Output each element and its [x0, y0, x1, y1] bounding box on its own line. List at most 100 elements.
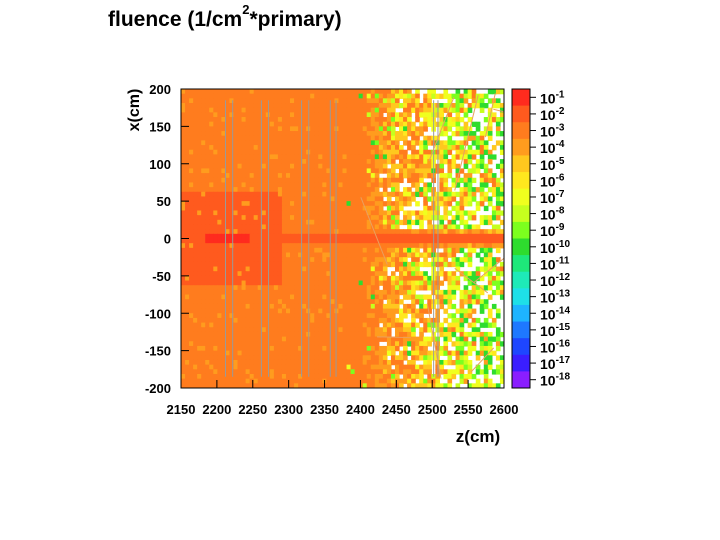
heatmap-cell — [374, 103, 380, 109]
heatmap-cell — [350, 191, 356, 198]
heatmap-cell — [298, 126, 303, 132]
heatmap-cell — [390, 299, 396, 305]
heatmap-cell — [366, 294, 372, 300]
heatmap-cell — [257, 317, 263, 324]
heatmap-cell — [399, 229, 404, 235]
heatmap-cell — [394, 182, 400, 188]
heatmap-cell — [269, 121, 275, 127]
heatmap-cell — [346, 271, 352, 277]
heatmap-cell — [245, 135, 251, 141]
heatmap-cell — [261, 285, 267, 291]
heatmap-cell — [403, 322, 408, 328]
heatmap-cell — [415, 219, 420, 226]
heatmap-cell — [403, 266, 408, 272]
heatmap-cell — [310, 271, 315, 277]
heatmap-cell — [261, 275, 267, 282]
heatmap-cell — [189, 359, 194, 366]
heatmap-cell — [415, 191, 420, 198]
heatmap-cell — [338, 233, 344, 240]
heatmap-cell — [233, 173, 239, 179]
heatmap-cell — [390, 229, 396, 235]
heatmap-cell — [181, 373, 186, 380]
heatmap-cell — [499, 196, 504, 202]
heatmap-cell — [330, 107, 336, 113]
heatmap-cell — [407, 285, 412, 291]
heatmap-cell — [362, 187, 368, 193]
heatmap-cell — [185, 345, 190, 352]
heatmap-cell — [310, 112, 315, 118]
heatmap-cell — [419, 345, 424, 352]
heatmap-cell — [334, 177, 340, 184]
heatmap-cell — [439, 112, 445, 118]
heatmap-cell — [447, 355, 453, 361]
heatmap-cell — [302, 201, 307, 207]
heatmap-cell — [415, 383, 420, 388]
heatmap-cell — [451, 191, 457, 198]
heatmap-cell — [455, 177, 461, 184]
heatmap-cell — [273, 299, 279, 305]
heatmap-cell — [201, 294, 206, 300]
heatmap-cell — [302, 243, 307, 249]
heatmap-cell — [326, 261, 331, 268]
heatmap-cell — [322, 210, 327, 216]
heatmap-cell — [403, 233, 408, 240]
heatmap-cell — [378, 275, 384, 282]
heatmap-cell — [399, 154, 404, 160]
heatmap-cell — [294, 187, 299, 193]
heatmap-cell — [382, 289, 388, 296]
heatmap-cell — [483, 238, 489, 244]
heatmap-cell — [403, 191, 408, 198]
heatmap-cell — [281, 201, 287, 207]
heatmap-cell — [495, 196, 501, 202]
heatmap-cell — [322, 271, 327, 277]
heatmap-cell — [221, 215, 227, 221]
heatmap-cell — [495, 224, 501, 230]
heatmap-cell — [225, 229, 231, 235]
heatmap-cell — [269, 103, 275, 109]
heatmap-cell — [471, 271, 477, 277]
heatmap-cell — [221, 229, 227, 235]
heatmap-cell — [253, 257, 259, 263]
heatmap-cell — [326, 294, 331, 300]
heatmap-cell — [205, 317, 210, 324]
heatmap-cell — [374, 219, 380, 226]
heatmap-cell — [354, 294, 360, 300]
heatmap-cell — [281, 131, 287, 137]
heatmap-cell — [350, 280, 356, 286]
heatmap-cell — [366, 355, 372, 361]
heatmap-cell — [467, 261, 473, 268]
heatmap-cell — [205, 233, 210, 240]
heatmap-cell — [338, 299, 344, 305]
heatmap-cell — [249, 219, 255, 226]
heatmap-cell — [447, 135, 453, 141]
heatmap-cell — [415, 135, 420, 141]
heatmap-cell — [491, 177, 497, 184]
heatmap-cell — [233, 168, 239, 174]
heatmap-cell — [447, 224, 453, 230]
heatmap-cell — [342, 359, 348, 366]
heatmap-cell — [314, 359, 319, 366]
heatmap-cell — [314, 149, 319, 155]
heatmap-cell — [374, 187, 380, 193]
heatmap-cell — [419, 271, 424, 277]
heatmap-cell — [439, 280, 445, 286]
heatmap-cell — [358, 355, 364, 361]
heatmap-cell — [487, 364, 493, 370]
colorbar-segment — [512, 122, 530, 140]
heatmap-cell — [257, 205, 263, 212]
heatmap-cell — [253, 275, 259, 282]
heatmap-cell — [475, 135, 481, 141]
heatmap-cell — [471, 103, 477, 109]
heatmap-cell — [463, 289, 469, 296]
heatmap-cell — [487, 345, 493, 352]
colorbar-label: 10-12 — [540, 272, 570, 289]
heatmap-cell — [322, 243, 327, 249]
heatmap-cell — [257, 187, 263, 193]
heatmap-cell — [378, 159, 384, 165]
heatmap-cell — [386, 247, 392, 254]
heatmap-cell — [419, 103, 424, 109]
heatmap-cell — [362, 378, 368, 384]
heatmap-cell — [495, 215, 501, 221]
heatmap-cell — [249, 373, 255, 380]
heatmap-cell — [217, 378, 222, 384]
